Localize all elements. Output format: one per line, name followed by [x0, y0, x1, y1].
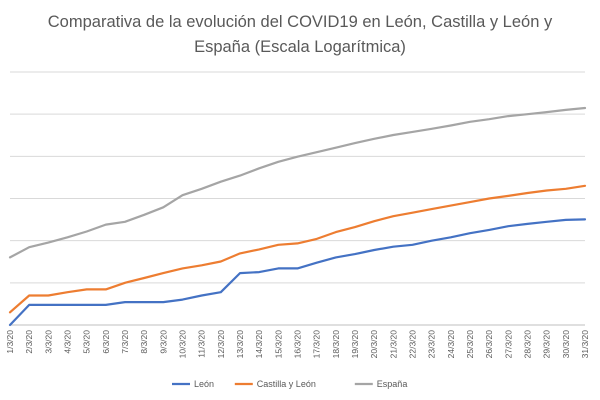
x-tick-label: 31/3/20 [580, 330, 590, 359]
x-tick-label: 17/3/20 [312, 330, 322, 359]
chart-title: Comparativa de la evolución del COVID19 … [47, 13, 553, 56]
x-tick-label: 7/3/20 [120, 330, 130, 354]
x-tick-label: 27/3/20 [503, 330, 513, 359]
x-tick-label: 30/3/20 [561, 330, 571, 359]
x-tick-label: 21/3/20 [388, 330, 398, 359]
x-tick-label: 25/3/20 [465, 330, 475, 359]
x-tick-label: 3/3/20 [43, 330, 53, 354]
legend-label: León [194, 379, 214, 389]
x-tick-label: 12/3/20 [216, 330, 226, 359]
x-tick-label: 11/3/20 [197, 330, 207, 358]
x-tick-label: 19/3/20 [350, 330, 360, 359]
x-tick-label: 28/3/20 [523, 330, 533, 359]
series-line [8, 184, 587, 314]
legend-label: España [377, 379, 408, 389]
series-line [8, 106, 587, 259]
x-tick-label: 23/3/20 [427, 330, 437, 359]
x-tick-label: 9/3/20 [158, 330, 168, 354]
x-tick-label: 15/3/20 [273, 330, 283, 359]
x-tick-label: 22/3/20 [408, 330, 418, 359]
x-tick-label: 4/3/20 [63, 330, 73, 354]
x-tick-label: 1/3/20 [5, 330, 15, 354]
x-tick-label: 14/3/20 [254, 330, 264, 359]
x-tick-label: 13/3/20 [235, 330, 245, 359]
x-tick-label: 10/3/20 [178, 330, 188, 359]
x-tick-label: 6/3/20 [101, 330, 111, 354]
x-tick-label: 24/3/20 [446, 330, 456, 359]
x-tick-label: 16/3/20 [293, 330, 303, 359]
x-tick-label: 29/3/20 [542, 330, 552, 359]
legend-label: Castilla y León [257, 379, 316, 389]
series-line [8, 218, 587, 327]
x-tick-label: 2/3/20 [24, 330, 34, 354]
x-tick-label: 8/3/20 [139, 330, 149, 354]
x-tick-label: 20/3/20 [369, 330, 379, 359]
x-tick-label: 5/3/20 [82, 330, 92, 354]
x-tick-label: 26/3/20 [484, 330, 494, 359]
x-tick-label: 18/3/20 [331, 330, 341, 359]
